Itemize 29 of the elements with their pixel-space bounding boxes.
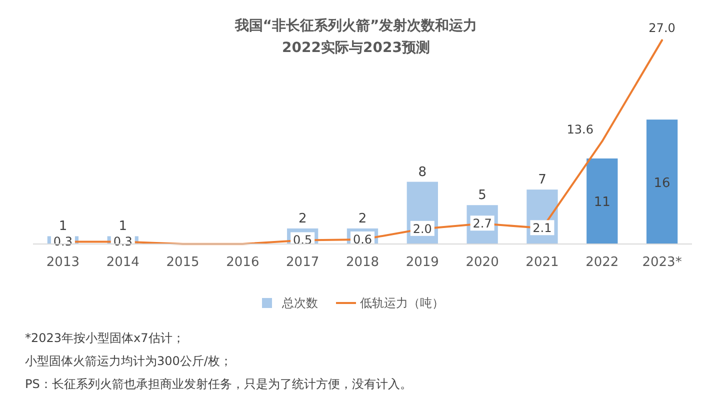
- x-tick-label: 2017: [286, 255, 320, 270]
- x-tick-label: 2019: [406, 255, 439, 270]
- data-label: 7: [538, 172, 546, 188]
- data-label: 2: [298, 211, 307, 226]
- text: PS：长征系列火箭也承担商业发射任务，只是为了统计方便，没有计入。: [25, 377, 412, 391]
- x-tick-label: 2018: [346, 255, 380, 270]
- x-tick-label: 2020: [466, 255, 499, 270]
- x-tick-label: 2022: [586, 255, 619, 270]
- text: 小型固体火箭运力均计为300公斤/枚；: [25, 354, 232, 368]
- chart-subtitle: 2022实际与2023预测: [282, 39, 430, 56]
- x-tick-label: 2015: [166, 255, 200, 270]
- data-label: 2: [358, 211, 367, 226]
- data-label: 1: [118, 219, 128, 234]
- legend-label: 总次数: [281, 296, 318, 310]
- data-label: 1: [58, 219, 68, 234]
- x-tick-label: 2021: [526, 255, 559, 270]
- x-tick-label: 2013: [46, 255, 80, 270]
- data-label: 16: [654, 176, 670, 191]
- data-label: 27.0: [648, 21, 676, 36]
- x-tick-label: 2016: [226, 255, 260, 270]
- x-tick-label: 2014: [106, 255, 140, 270]
- chart-title: 我国“非长征系列火箭”发射次数和运力: [234, 18, 478, 34]
- data-label: 13.6: [566, 122, 594, 136]
- data-label: 11: [594, 195, 610, 210]
- data-label: 5: [478, 188, 486, 204]
- x-tick-label: 2023*: [642, 255, 682, 270]
- text: *2023年按小型固体x7估计；: [25, 331, 184, 345]
- data-label: 8: [418, 164, 427, 180]
- legend-label: 低轨运力（吨）: [360, 296, 444, 310]
